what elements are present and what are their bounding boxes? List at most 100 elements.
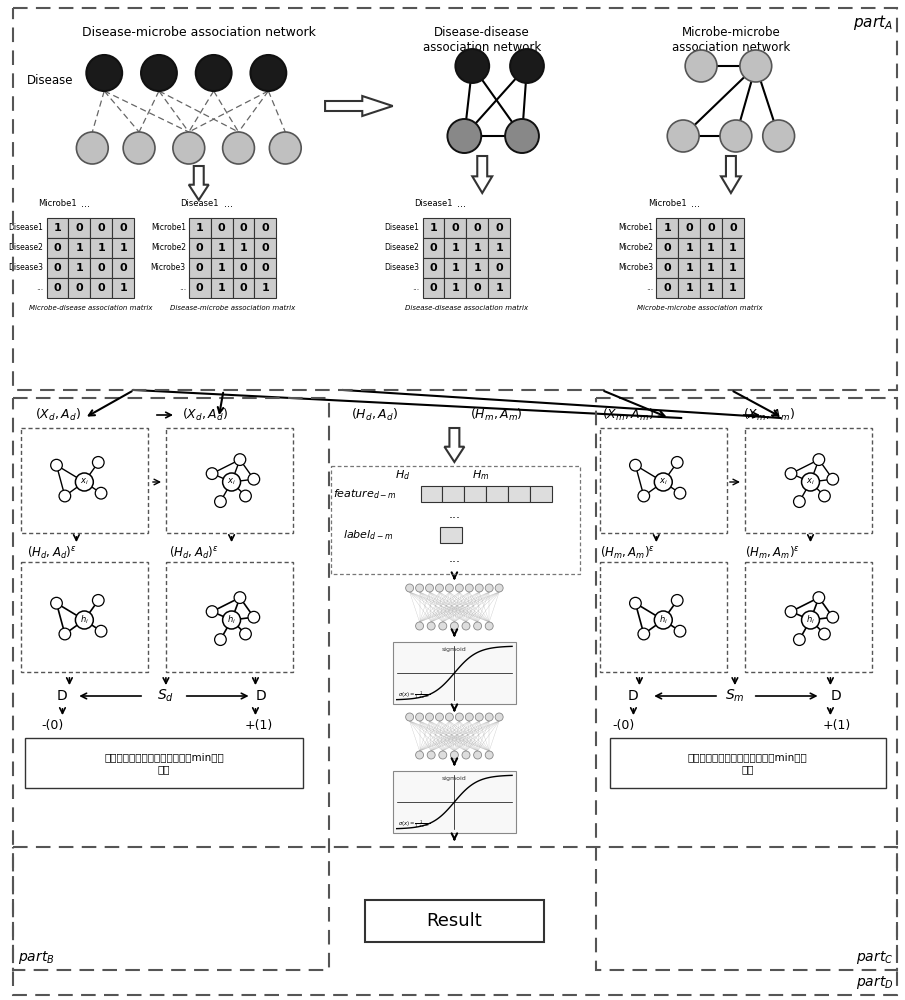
Text: $S_d$: $S_d$ [157, 688, 175, 704]
Polygon shape [254, 238, 276, 258]
Text: Disease-disease
association network: Disease-disease association network [424, 26, 541, 54]
Polygon shape [90, 218, 112, 238]
Text: 1: 1 [685, 243, 693, 253]
Polygon shape [69, 258, 90, 278]
Text: 0: 0 [663, 263, 672, 273]
Text: 2: 2 [752, 61, 759, 71]
Text: 1: 1 [729, 263, 737, 273]
Text: 1: 1 [698, 61, 705, 71]
Circle shape [720, 120, 752, 152]
Circle shape [425, 713, 433, 721]
Polygon shape [90, 278, 112, 298]
Text: 1: 1 [707, 263, 715, 273]
Circle shape [495, 713, 503, 721]
Text: $part_B$: $part_B$ [18, 949, 54, 966]
Text: $(H_d,A_d)$: $(H_d,A_d)$ [351, 407, 398, 423]
Text: 0: 0 [262, 263, 269, 273]
Polygon shape [112, 258, 134, 278]
Circle shape [415, 584, 424, 592]
Circle shape [76, 132, 109, 164]
Circle shape [451, 622, 458, 630]
Circle shape [786, 606, 796, 617]
Polygon shape [90, 238, 112, 258]
Text: 3: 3 [461, 129, 469, 142]
Text: +(1): +(1) [823, 720, 851, 732]
Text: 0: 0 [262, 243, 269, 253]
Circle shape [451, 751, 458, 759]
Text: 1: 1 [473, 243, 481, 253]
Text: 1: 1 [685, 283, 693, 293]
Circle shape [415, 622, 424, 630]
Text: Microbe1: Microbe1 [648, 200, 687, 209]
Text: D: D [57, 689, 68, 703]
Polygon shape [488, 218, 510, 238]
Text: 4: 4 [264, 66, 272, 80]
Circle shape [813, 592, 824, 603]
Polygon shape [464, 486, 486, 502]
Polygon shape [423, 278, 444, 298]
Text: 1: 1 [495, 243, 503, 253]
Circle shape [827, 611, 839, 623]
Polygon shape [46, 218, 69, 238]
Text: 0: 0 [240, 283, 247, 293]
Text: 2: 2 [136, 143, 143, 153]
Circle shape [473, 622, 481, 630]
Text: 3: 3 [680, 131, 687, 141]
Text: 0: 0 [495, 223, 503, 233]
Circle shape [435, 584, 443, 592]
Polygon shape [441, 527, 462, 543]
Text: 0: 0 [473, 283, 481, 293]
Circle shape [763, 120, 795, 152]
Text: 4: 4 [732, 131, 739, 141]
Text: 0: 0 [75, 223, 83, 233]
Circle shape [654, 473, 672, 491]
Text: ...: ... [178, 284, 186, 292]
Text: 1: 1 [663, 223, 672, 233]
Polygon shape [254, 278, 276, 298]
Text: 1: 1 [707, 283, 715, 293]
Text: $h_i$: $h_i$ [227, 614, 236, 626]
Polygon shape [254, 258, 276, 278]
Text: 1: 1 [218, 243, 225, 253]
Text: Disease-microbe association network: Disease-microbe association network [81, 26, 316, 39]
Circle shape [141, 55, 176, 91]
Polygon shape [211, 238, 233, 258]
Polygon shape [466, 278, 488, 298]
Polygon shape [211, 278, 233, 298]
Text: 1: 1 [729, 243, 737, 253]
Text: 2: 2 [523, 60, 531, 73]
Polygon shape [325, 96, 393, 116]
Polygon shape [69, 238, 90, 258]
Text: $S_m$: $S_m$ [725, 688, 745, 704]
Circle shape [248, 611, 260, 623]
Text: $\sigma(x)=\frac{1}{1+e^{-x}}$: $\sigma(x)=\frac{1}{1+e^{-x}}$ [397, 818, 430, 830]
Text: 1: 1 [468, 60, 476, 73]
Text: Disease1: Disease1 [385, 224, 420, 232]
Polygon shape [393, 771, 516, 833]
Circle shape [206, 606, 218, 617]
Text: $(H_d,A_d)^{\varepsilon}$: $(H_d,A_d)^{\varepsilon}$ [169, 545, 218, 561]
Text: $x_i$: $x_i$ [806, 477, 814, 487]
Polygon shape [488, 278, 510, 298]
Text: ...: ... [646, 284, 653, 292]
Circle shape [75, 611, 93, 629]
Polygon shape [46, 278, 69, 298]
Text: 0: 0 [119, 223, 127, 233]
Text: D: D [831, 689, 842, 703]
Circle shape [439, 751, 447, 759]
Circle shape [465, 584, 473, 592]
Circle shape [475, 713, 483, 721]
Circle shape [223, 611, 241, 629]
Circle shape [495, 584, 503, 592]
Circle shape [223, 473, 241, 491]
Circle shape [485, 584, 493, 592]
Circle shape [827, 473, 839, 485]
Text: 1: 1 [53, 223, 62, 233]
Polygon shape [423, 258, 444, 278]
Text: -(0): -(0) [613, 720, 634, 732]
Text: 1: 1 [119, 283, 127, 293]
Polygon shape [466, 258, 488, 278]
Text: $\sigma(x)=\frac{1}{1+e^{-x}}$: $\sigma(x)=\frac{1}{1+e^{-x}}$ [397, 689, 430, 701]
Circle shape [92, 595, 104, 606]
Circle shape [248, 473, 260, 485]
